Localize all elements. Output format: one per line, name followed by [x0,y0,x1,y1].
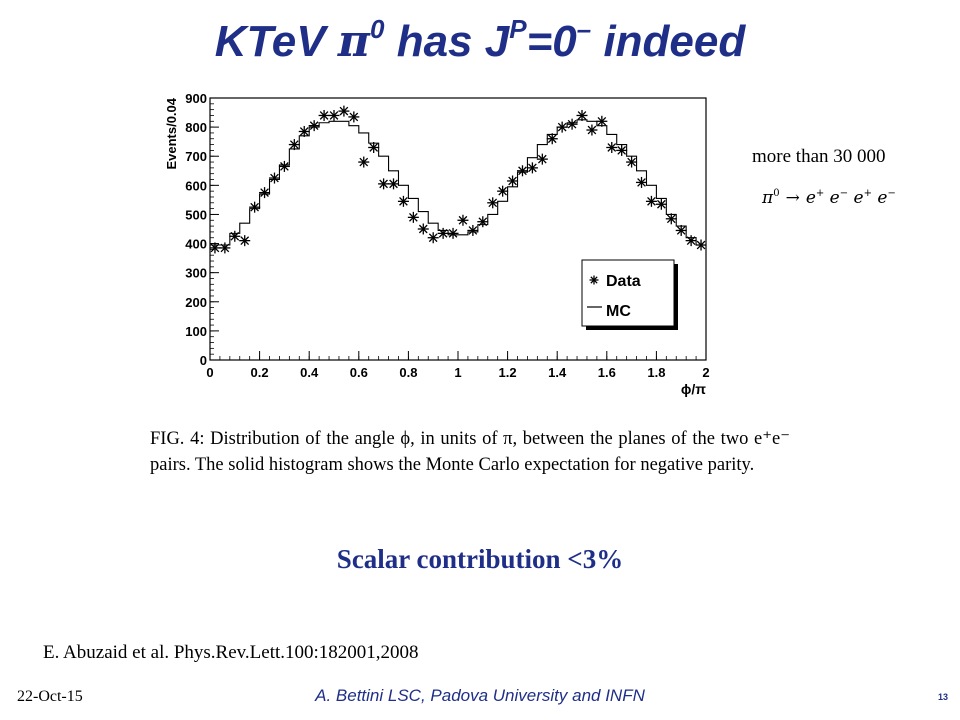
x-axis-label: ϕ/π [681,381,706,397]
data-point [457,214,469,226]
data-point [427,232,439,244]
x-tick-label: 0.6 [350,365,368,380]
x-tick-label: 1.2 [499,365,517,380]
data-point [636,176,648,188]
y-tick-label: 800 [185,120,207,135]
data-point [596,115,608,127]
data-point [487,197,499,209]
decay-formula: π0 → e+ e− e+ e− [762,188,896,208]
data-point [665,213,677,225]
data-point [447,227,459,239]
mc-histogram-line [210,119,706,246]
data-point [526,162,538,174]
data-point [546,133,558,145]
x-tick-label: 1.8 [647,365,665,380]
y-tick-label: 700 [185,149,207,164]
x-tick-label: 0 [206,365,213,380]
y-tick-label: 500 [185,207,207,222]
event-count-note: more than 30 000 [752,146,886,167]
y-axis-label: Events/0.04 [164,97,179,169]
x-tick-label: 0.2 [251,365,269,380]
data-point [348,111,360,123]
data-point [407,211,419,223]
data-point [318,109,330,121]
conclusion-text: Scalar contribution <3% [336,544,624,574]
data-point [288,139,300,151]
data-point [477,216,489,228]
title-pi-symbol: π [337,16,371,67]
y-tick-label: 300 [185,266,207,281]
x-tick-label: 1 [454,365,461,380]
slide-title: KTeV π0 has JP=0– indeed [214,14,746,67]
data-point [417,223,429,235]
y-tick-label: 0 [200,353,207,368]
data-point [507,175,519,187]
data-point [249,201,261,213]
data-point [556,121,568,133]
data-point [576,109,588,121]
y-tick-label: 600 [185,178,207,193]
page-number: 13 [937,692,948,702]
data-point [219,242,231,254]
data-point [298,125,310,137]
data-point [259,187,271,199]
footer-date: 22-Oct-15 [17,688,83,705]
data-point [606,141,618,153]
reference-citation: E. Abuzaid et al. Phys.Rev.Lett.100:1820… [43,642,419,663]
data-point [397,195,409,207]
data-point [685,235,697,247]
x-tick-label: 1.4 [548,365,567,380]
legend-data-marker [589,275,599,285]
y-tick-label: 200 [185,295,207,310]
data-point [516,165,528,177]
data-point [695,239,707,251]
legend-box [581,259,675,327]
data-point [358,156,370,168]
data-point [616,144,628,156]
data-point [467,224,479,236]
data-point [497,185,509,197]
data-point [308,120,320,132]
data-point [536,153,548,165]
data-point [437,227,449,239]
y-tick-label: 400 [185,237,207,252]
x-tick-label: 0.8 [399,365,417,380]
data-point [368,141,380,153]
data-point [566,118,578,130]
data-point [328,109,340,121]
data-point [388,178,400,190]
data-point [645,195,657,207]
data-point [586,124,598,136]
y-tick-label: 100 [185,324,207,339]
x-tick-label: 2 [702,365,709,380]
data-point [626,156,638,168]
arrow-icon: → [785,188,800,208]
data-point [278,160,290,172]
data-point [268,172,280,184]
data-point [239,235,251,247]
data-point [229,230,241,242]
x-tick-label: 0.4 [300,365,319,380]
data-point [209,242,221,254]
histogram-chart: 0 0.2 0.4 0.6 0.8 1 1.2 1.4 1.6 1.8 2 0 100 200 300 400… [164,91,710,397]
x-tick-label: 1.6 [598,365,616,380]
legend-data-label: Data [606,273,641,290]
data-point [378,178,390,190]
figure-caption: FIG. 4: Distribution of the angle ϕ, in … [150,429,790,475]
data-point [675,224,687,236]
data-point [655,198,667,210]
y-tick-label: 900 [185,91,207,106]
data-point [338,105,350,117]
footer-author: A. Bettini LSC, Padova University and IN… [315,686,645,705]
legend-mc-label: MC [606,303,631,320]
